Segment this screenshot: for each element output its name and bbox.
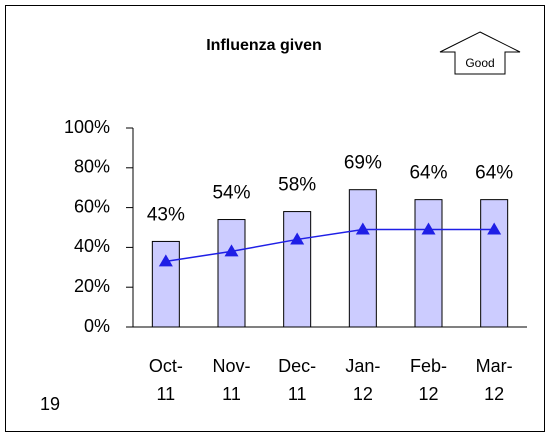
x-tick-label: Oct- 11 bbox=[149, 356, 183, 404]
x-tick-line: 12 bbox=[353, 384, 373, 404]
x-tick-line: Mar- bbox=[476, 356, 513, 376]
y-tick-label: 80% bbox=[74, 157, 110, 177]
y-tick-label: 20% bbox=[74, 276, 110, 296]
x-tick-label: Jan- 12 bbox=[345, 356, 380, 404]
y-tick-label: 0% bbox=[84, 316, 110, 336]
bar bbox=[151, 240, 180, 328]
line-marker bbox=[421, 222, 436, 235]
data-label: 69% bbox=[344, 153, 382, 174]
x-tick-label: Dec- 11 bbox=[278, 356, 316, 404]
x-tick-line: Dec- bbox=[278, 356, 316, 376]
line-marker bbox=[487, 222, 502, 235]
x-tick-line: 12 bbox=[484, 384, 504, 404]
line-marker bbox=[290, 232, 305, 245]
data-label: 54% bbox=[212, 183, 250, 204]
data-label: 43% bbox=[147, 204, 185, 225]
data-label: 64% bbox=[409, 163, 447, 184]
data-label: 58% bbox=[278, 175, 316, 196]
line bbox=[165, 228, 495, 263]
annotation: Good bbox=[465, 56, 494, 70]
data-label: 64% bbox=[475, 163, 513, 184]
line-marker bbox=[158, 254, 173, 267]
x-tick-line: 11 bbox=[222, 384, 241, 404]
x-tick-label: Feb- 12 bbox=[410, 356, 447, 404]
x-tick-line: 12 bbox=[418, 384, 438, 404]
line-marker bbox=[355, 222, 370, 235]
bar bbox=[480, 199, 509, 328]
good-arrow bbox=[439, 31, 521, 75]
footer: 19 bbox=[40, 394, 60, 414]
y-tick-label: 60% bbox=[74, 196, 110, 216]
bar bbox=[217, 219, 246, 328]
bar bbox=[283, 211, 312, 328]
x-tick-label: Nov- 11 bbox=[212, 356, 250, 404]
x-tick-line: 11 bbox=[156, 384, 175, 404]
x-tick-line: Oct- bbox=[149, 356, 183, 376]
line-marker bbox=[224, 244, 239, 257]
x-tick-label: Mar- 12 bbox=[476, 356, 513, 404]
y-tick-label: 100% bbox=[64, 117, 110, 137]
chart-title: Influenza given bbox=[206, 37, 322, 54]
x-tick-line: Jan- bbox=[345, 356, 380, 376]
chart-border bbox=[5, 5, 545, 432]
x-tick-line: Feb- bbox=[410, 356, 447, 376]
bar bbox=[414, 199, 443, 328]
x-tick-line: 11 bbox=[288, 384, 307, 404]
bar bbox=[348, 189, 377, 328]
y-tick-label: 40% bbox=[74, 236, 110, 256]
x-tick-line: Nov- bbox=[212, 356, 250, 376]
